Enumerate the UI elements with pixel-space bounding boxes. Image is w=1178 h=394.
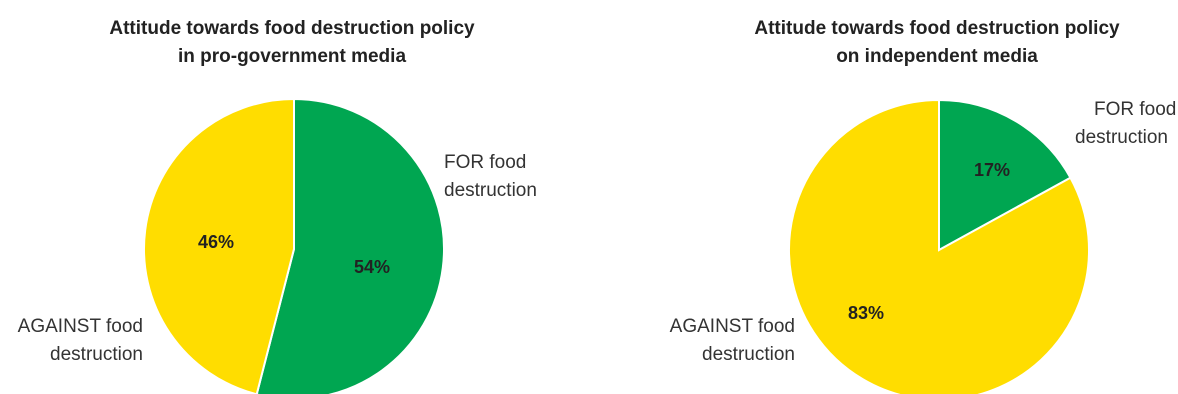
category-label-against-line-2: destruction (702, 344, 795, 365)
category-label-against-line-2: destruction (50, 344, 143, 365)
pie-slice-for (938, 98, 1072, 252)
category-label-for-line-2: destruction (1075, 127, 1168, 148)
chart-pro-government: Attitude towards food destruction policy… (18, 18, 537, 394)
category-label-against-line-1: AGAINST food (18, 316, 143, 337)
slice-label-against: 83% (848, 303, 884, 323)
category-label-for-line-2: destruction (444, 180, 537, 201)
category-label-for-line-1: FOR food (444, 152, 526, 173)
slice-label-against: 46% (198, 232, 234, 252)
chart-2-title-line-2: on independent media (836, 46, 1038, 67)
chart-1-title-line-2: in pro-government media (178, 46, 406, 67)
pie-slice-for (255, 97, 445, 394)
slice-label-for: 54% (354, 257, 390, 277)
chart-independent: Attitude towards food destruction policy… (670, 18, 1176, 394)
pie-slice-against (788, 98, 1090, 394)
pie-slice-against (143, 97, 295, 394)
category-label-against-line-1: AGAINST food (670, 316, 795, 337)
slice-label-for: 17% (974, 160, 1010, 180)
category-label-for-line-1: FOR food (1094, 99, 1176, 120)
chart-2-title-line-1: Attitude towards food destruction policy (754, 18, 1120, 39)
chart-1-title-line-1: Attitude towards food destruction policy (109, 18, 475, 39)
